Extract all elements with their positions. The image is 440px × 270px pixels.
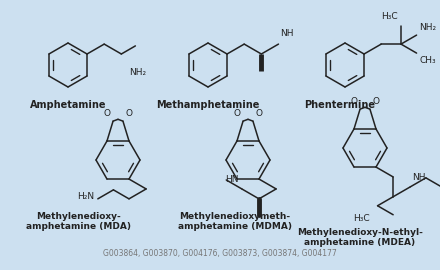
Text: NH: NH bbox=[412, 173, 426, 182]
Text: NH₂: NH₂ bbox=[420, 23, 437, 32]
Text: O: O bbox=[125, 109, 132, 118]
Text: Methamphetamine: Methamphetamine bbox=[156, 100, 260, 110]
Text: O: O bbox=[234, 109, 241, 118]
Text: O: O bbox=[103, 109, 110, 118]
Text: O: O bbox=[351, 97, 358, 106]
Text: Amphetamine: Amphetamine bbox=[30, 100, 106, 110]
Text: Phentermine: Phentermine bbox=[304, 100, 375, 110]
Text: NH₂: NH₂ bbox=[129, 68, 147, 77]
Text: O: O bbox=[372, 97, 379, 106]
Text: H₃C: H₃C bbox=[353, 214, 370, 223]
Text: Methylenedioxy-
amphetamine (MDA): Methylenedioxy- amphetamine (MDA) bbox=[26, 212, 131, 231]
Text: Methylenedioxymeth-
amphetamine (MDMA): Methylenedioxymeth- amphetamine (MDMA) bbox=[178, 212, 292, 231]
Text: Methylenedioxy-N-ethyl-
amphetamine (MDEA): Methylenedioxy-N-ethyl- amphetamine (MDE… bbox=[297, 228, 423, 247]
Text: CH₃: CH₃ bbox=[420, 56, 436, 65]
Text: G003864, G003870, G004176, G003873, G003874, G004177: G003864, G003870, G004176, G003873, G003… bbox=[103, 249, 337, 258]
Text: O: O bbox=[256, 109, 262, 118]
Text: H₂N: H₂N bbox=[77, 192, 94, 201]
Text: HN: HN bbox=[225, 175, 239, 184]
Text: NH: NH bbox=[280, 29, 294, 38]
Text: H₃C: H₃C bbox=[381, 12, 398, 21]
